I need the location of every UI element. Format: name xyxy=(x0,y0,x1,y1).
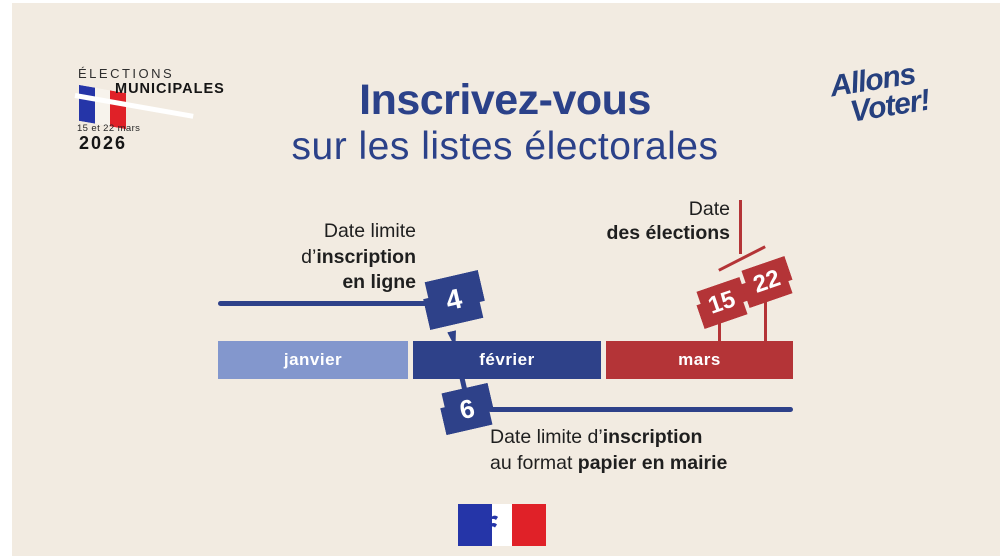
election-dates-line2: des élections xyxy=(606,222,730,244)
timeline-bar-janvier: janvier xyxy=(218,341,408,379)
headline-bold: Inscrivez-vous xyxy=(359,76,651,124)
paper-deadline-label: Date limite d’inscription au format papi… xyxy=(490,424,810,476)
flag-white-stripe xyxy=(94,87,111,127)
online-deadline-line1: Date limite xyxy=(323,220,416,242)
date-flag-22-number: 22 xyxy=(749,264,784,299)
date-flag-15-number: 15 xyxy=(704,285,739,320)
logo-year-text: 2026 xyxy=(79,133,128,153)
date-flag-4-number: 4 xyxy=(442,282,465,317)
marianne-flag-logo xyxy=(458,504,546,546)
cream-background xyxy=(12,3,1000,556)
election-dates-label: Date des élections xyxy=(560,197,730,245)
flag-blue-stripe xyxy=(79,84,95,124)
logo-dates-text: 15 et 22 mars xyxy=(77,123,141,134)
election-dates-vertical-line xyxy=(739,200,742,254)
timeline-bar-fevrier: février xyxy=(413,341,601,379)
date-flag-6-number: 6 xyxy=(456,392,478,425)
logo-elections-text: ÉLECTIONS xyxy=(78,66,175,81)
allons-voter-logo: Allons Voter! xyxy=(828,57,932,129)
election-dates-line1: Date xyxy=(688,198,730,220)
paper-deadline-connector-line xyxy=(488,407,793,412)
timeline-bar-mars: mars xyxy=(606,341,793,379)
paper-deadline-line2: au format papier en mairie xyxy=(490,452,728,474)
logo-municipales-text: MUNICIPALES xyxy=(115,81,225,97)
online-deadline-label: Date limite d’inscription en ligne xyxy=(240,219,416,296)
online-deadline-connector-line xyxy=(218,301,446,306)
month-label-fevrier: février xyxy=(479,350,535,369)
online-deadline-line2: d’inscription xyxy=(301,245,416,268)
online-deadline-line3: en ligne xyxy=(342,271,416,293)
flag-15-stem xyxy=(718,318,721,342)
marianne-flag-svg xyxy=(458,504,546,546)
headline: Inscrivez-vous sur les listes électorale… xyxy=(230,76,780,169)
paper-deadline-line1: Date limite d’inscription xyxy=(490,426,703,448)
elections-municipales-logo: ÉLECTIONS MUNICIPALES 15 et 22 mars 2026 xyxy=(74,64,245,159)
month-label-mars: mars xyxy=(678,350,721,369)
headline-subtitle: sur les listes électorales xyxy=(291,125,719,168)
flag-22-stem xyxy=(764,300,767,342)
month-label-janvier: janvier xyxy=(283,350,343,369)
